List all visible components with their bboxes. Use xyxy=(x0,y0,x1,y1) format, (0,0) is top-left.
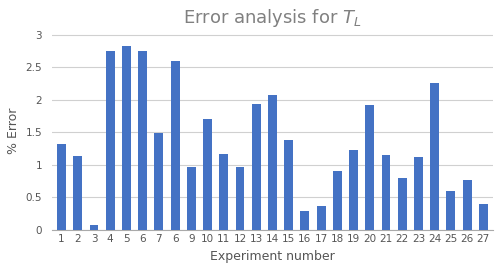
Y-axis label: % Error: % Error xyxy=(7,107,20,154)
Bar xyxy=(414,157,423,230)
Bar xyxy=(154,133,164,230)
Bar xyxy=(252,104,260,230)
Bar xyxy=(446,191,456,230)
Bar xyxy=(284,140,293,230)
Bar xyxy=(57,144,66,230)
Bar xyxy=(122,46,131,230)
Bar xyxy=(430,83,439,230)
Bar xyxy=(382,155,390,230)
Bar xyxy=(170,60,179,230)
Bar xyxy=(90,225,98,230)
Bar xyxy=(187,167,196,230)
Bar xyxy=(366,105,374,230)
Bar xyxy=(349,150,358,230)
Bar xyxy=(300,211,310,230)
X-axis label: Experiment number: Experiment number xyxy=(210,250,335,263)
Bar xyxy=(268,95,277,230)
Bar xyxy=(74,156,82,230)
Bar xyxy=(203,119,212,230)
Title: Error analysis for $T_L$: Error analysis for $T_L$ xyxy=(183,7,362,29)
Bar xyxy=(236,167,244,230)
Bar xyxy=(138,51,147,230)
Bar xyxy=(106,51,114,230)
Bar xyxy=(479,204,488,230)
Bar xyxy=(316,205,326,230)
Bar xyxy=(398,178,406,230)
Bar xyxy=(333,171,342,230)
Bar xyxy=(220,154,228,230)
Bar xyxy=(462,180,471,230)
